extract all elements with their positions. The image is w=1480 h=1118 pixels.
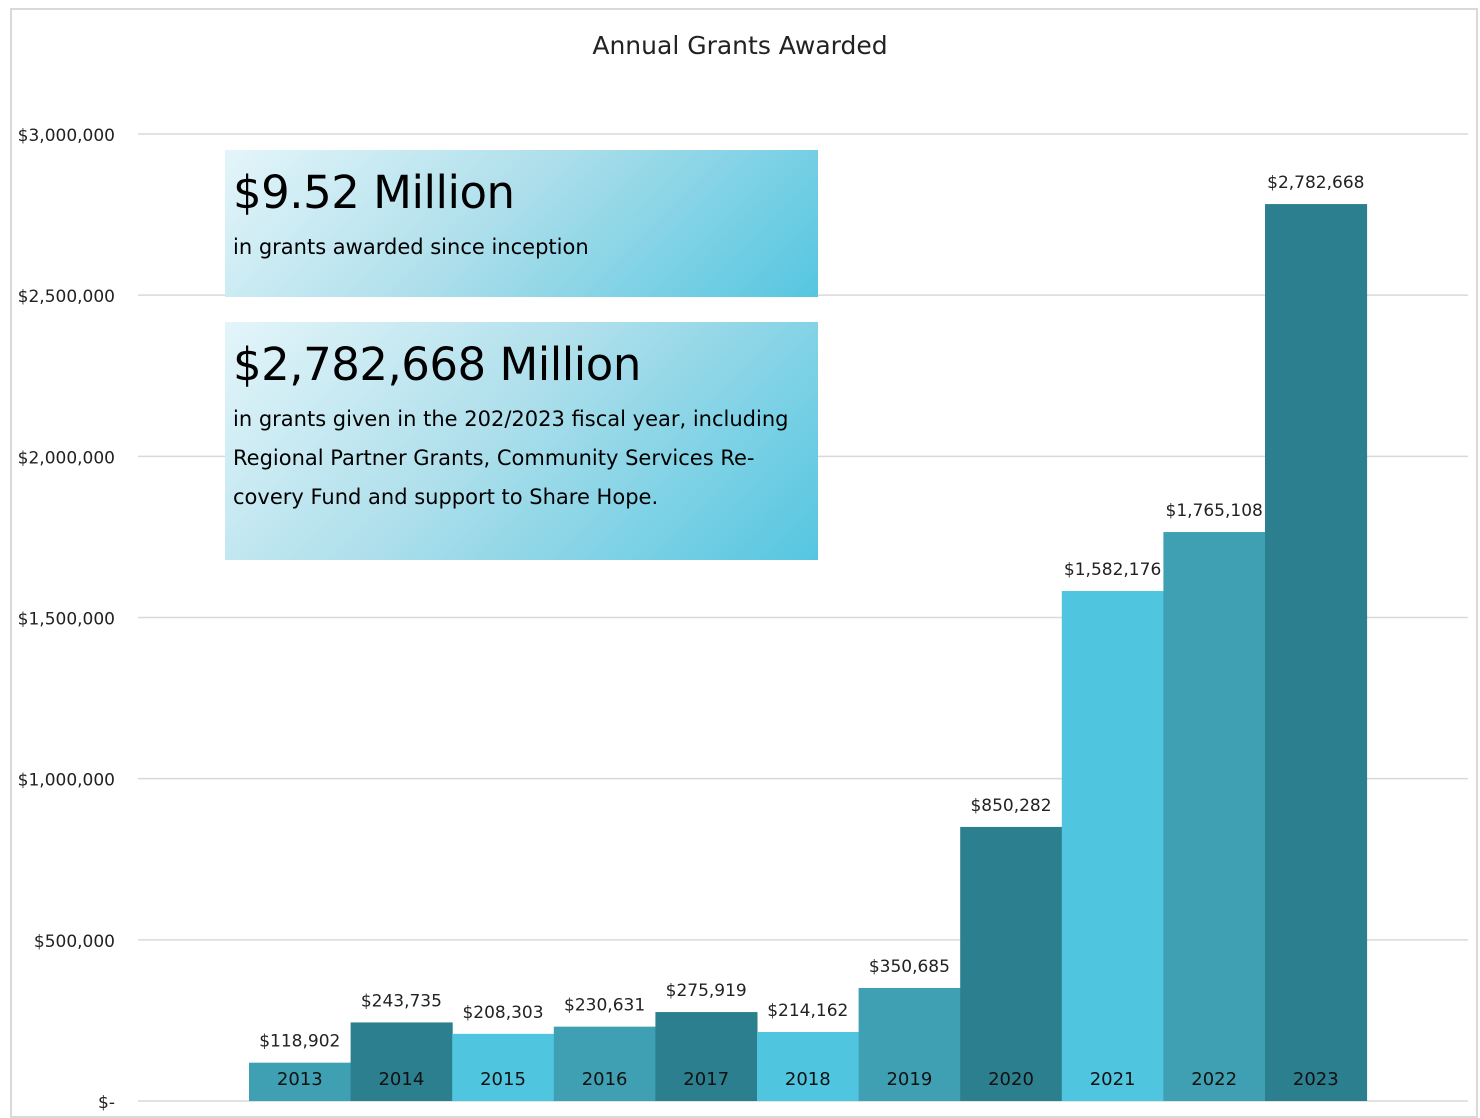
x-tick-label: 2019 <box>886 1069 932 1090</box>
data-label: $275,919 <box>666 981 747 1001</box>
bar-2019 <box>858 987 961 1101</box>
callout-text-line: in grants given in the 202/2023 fiscal y… <box>233 407 789 431</box>
x-axis-ticks: 2013 2014 2015 2016 2017 2018 2019 2020 2021 2022… <box>277 1069 1339 1090</box>
callout-headline: $9.52 Million <box>233 166 515 219</box>
bar-2017 <box>655 1012 758 1101</box>
data-label: $230,631 <box>564 996 645 1016</box>
bar-2021 <box>1061 591 1164 1101</box>
x-tick-label: 2016 <box>582 1069 628 1090</box>
x-tick-label: 2017 <box>683 1069 729 1090</box>
data-label: $118,902 <box>259 1032 340 1052</box>
data-label: $214,162 <box>767 1001 848 1021</box>
data-label: $850,282 <box>970 796 1051 816</box>
y-tick-label: $500,000 <box>34 932 115 952</box>
callout-text: in grants awarded since inception <box>233 235 589 259</box>
data-label: $1,582,176 <box>1064 560 1161 580</box>
y-tick-label: $1,000,000 <box>18 771 115 791</box>
x-tick-label: 2021 <box>1090 1069 1136 1090</box>
callout-total-since-inception: $9.52 Million in grants awarded since in… <box>225 150 818 297</box>
data-label: $1,765,108 <box>1166 501 1263 521</box>
data-label: $243,735 <box>361 991 442 1011</box>
y-tick-label: $1,500,000 <box>18 610 115 630</box>
x-tick-label: 2020 <box>988 1069 1034 1090</box>
chart-title: Annual Grants Awarded <box>592 31 887 60</box>
callout-text-line: Regional Partner Grants, Community Servi… <box>233 446 755 470</box>
callout-headline: $2,782,668 Million <box>233 338 641 391</box>
x-tick-label: 2022 <box>1191 1069 1237 1090</box>
data-label: $208,303 <box>462 1003 543 1023</box>
y-tick-label: $2,000,000 <box>18 448 115 468</box>
callout-text-line: covery Fund and support to Share Hope. <box>233 485 659 509</box>
bar-2018 <box>757 1031 860 1101</box>
bar-2016 <box>553 1026 656 1101</box>
data-label: $2,782,668 <box>1267 173 1364 193</box>
bar-2015 <box>452 1033 555 1101</box>
bars <box>249 204 1368 1101</box>
x-tick-label: 2023 <box>1293 1069 1339 1090</box>
y-tick-label: $- <box>98 1093 115 1112</box>
bar-2014 <box>350 1022 453 1101</box>
bar-2023 <box>1265 204 1368 1101</box>
callout-fiscal-year: $2,782,668 Million in grants given in th… <box>225 322 818 560</box>
bar-2020 <box>960 826 1063 1101</box>
callout-text: in grants given in the 202/2023 fiscal y… <box>233 400 810 517</box>
data-label: $350,685 <box>869 957 950 977</box>
y-axis-ticks: $- $500,000 $1,000,000 $1,500,000 $2,000,000… <box>18 126 115 1112</box>
bar-2013 <box>249 1062 352 1101</box>
x-tick-label: 2015 <box>480 1069 526 1090</box>
y-tick-label: $2,500,000 <box>18 287 115 307</box>
data-labels: $118,902 $243,735 $208,303 $230,631 $275,919… <box>259 173 1364 1052</box>
x-tick-label: 2018 <box>785 1069 831 1090</box>
y-tick-label: $3,000,000 <box>18 126 115 146</box>
x-tick-label: 2014 <box>378 1069 424 1090</box>
x-tick-label: 2013 <box>277 1069 323 1090</box>
bar-2022 <box>1163 532 1266 1101</box>
